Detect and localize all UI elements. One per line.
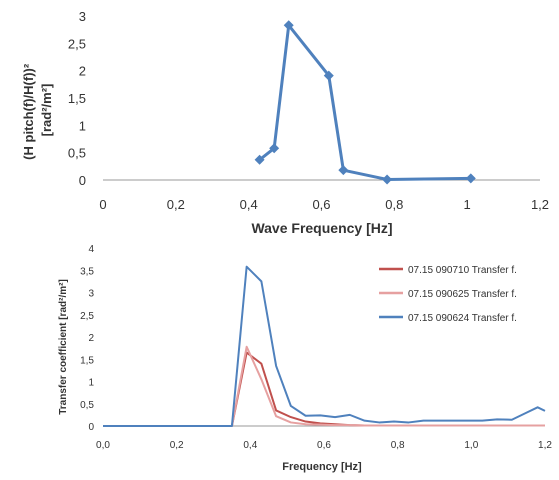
x-tick-label: 1,0 [464,440,478,451]
y-tick-label: 2,5 [68,36,86,51]
x-axis-title: Wave Frequency [Hz] [251,220,392,236]
y-tick-label: 1 [79,118,86,133]
x-tick-label: 0,8 [385,197,403,212]
y-tick-label: 0,5 [68,146,86,161]
legend-label: 07.15 090624 Transfer f. [408,313,517,324]
x-tick-label: 0 [99,197,106,212]
y-axis-title-line2: [rad²/m²] [39,84,54,137]
y-tick-label: 2 [88,333,94,344]
y-tick-labels: 0 0,5 1 1,5 2 2,5 3 [68,9,86,188]
x-tick-label: 1,2 [531,197,549,212]
data-point-marker [382,174,393,185]
x-tick-label: 0,4 [240,197,258,212]
y-axis-title: Transfer coefficient [rad²/m²] [58,279,69,415]
x-tick-labels: 0,0 0,2 0,4 0,6 0,8 1,0 1,2 [96,440,552,451]
data-point-marker [338,165,349,176]
legend-label: 07.15 090625 Transfer f. [408,289,517,300]
data-point-marker [269,143,280,154]
x-tick-label: 0,6 [317,440,331,451]
pitch-transfer-chart: 0 0,2 0,4 0,6 0,8 1 1,2 0 0,5 1 1,5 2 2,5 3 (H pitch… [21,9,549,236]
x-tick-label: 1 [464,197,471,212]
data-point-marker [465,173,476,184]
y-tick-label: 0 [88,422,94,433]
data-point-marker [323,70,334,81]
y-tick-label: 3,5 [80,266,94,277]
x-tick-label: 0,2 [167,197,185,212]
y-tick-label: 1 [88,378,94,389]
legend-label: 07.15 090710 Transfer f. [408,265,517,276]
x-tick-label: 0,6 [312,197,330,212]
y-tick-labels: 0 0,5 1 1,5 2 2,5 3 3,5 4 [80,244,94,433]
plot-series [254,20,476,185]
data-point-marker [283,20,294,31]
y-tick-label: 0,5 [80,400,94,411]
x-tick-labels: 0 0,2 0,4 0,6 0,8 1 1,2 [99,197,549,212]
y-tick-label: 1,5 [68,91,86,106]
x-tick-label: 1,2 [538,440,552,451]
y-tick-label: 2,5 [80,311,94,322]
y-axis-title-line1: (H pitch(f)/H(f))² [21,63,36,160]
data-point-marker [254,154,265,165]
y-axis-title: (H pitch(f)/H(f))² [rad²/m²] [21,60,54,160]
y-tick-label: 1,5 [80,355,94,366]
series-line [103,345,545,427]
x-axis-title: Frequency [Hz] [282,461,362,473]
y-tick-label: 0 [79,173,86,188]
series-line [258,23,471,181]
x-tick-label: 0,2 [170,440,184,451]
y-tick-label: 4 [88,244,94,255]
y-tick-label: 2 [79,64,86,79]
x-tick-label: 0,0 [96,440,110,451]
plot-series [103,265,546,427]
y-tick-label: 3 [88,289,94,300]
x-tick-label: 0,4 [243,440,257,451]
y-tick-label: 3 [79,9,86,24]
x-tick-label: 0,8 [391,440,405,451]
transfer-coefficient-chart: 0,0 0,2 0,4 0,6 0,8 1,0 1,2 00,511,522,533,54 … [58,244,552,473]
series-line [103,265,546,427]
legend: 07.15 090710 Transfer f. 07.15 090625 Tra… [379,265,517,324]
